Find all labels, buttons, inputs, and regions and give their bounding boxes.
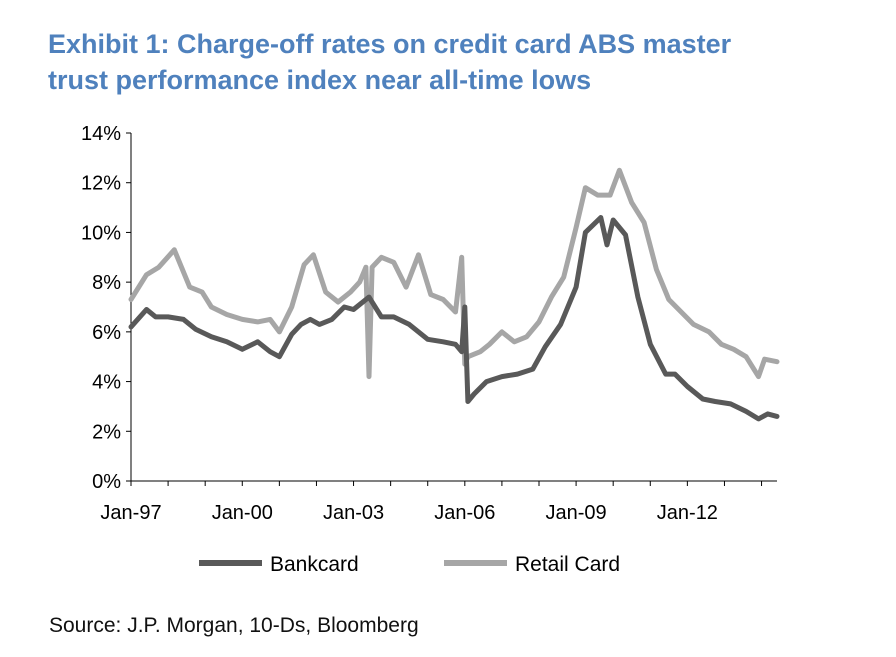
chart-title-line-1: Exhibit 1: Charge-off rates on credit ca… (48, 29, 732, 59)
x-tick-label: Jan-12 (657, 502, 718, 524)
y-tick-label: 12% (81, 173, 121, 195)
line-chart: 0% 2% 4% 6% 8% 10% 12% 14% Jan-97 Jan-00 Jan-03 Jan… (81, 123, 780, 576)
x-tick-label: Jan-06 (434, 502, 495, 524)
y-tick-label: 4% (92, 372, 121, 394)
x-tick-label: Jan-97 (100, 502, 161, 524)
y-tick-label: 8% (92, 272, 121, 294)
source-note: Source: J.P. Morgan, 10-Ds, Bloomberg (49, 614, 419, 637)
chart-title-line-2: trust performance index near all-time lo… (48, 65, 592, 95)
chart-title: Exhibit 1: Charge-off rates on credit ca… (48, 26, 868, 98)
y-tick-label: 0% (92, 471, 121, 493)
y-tick-label: 10% (81, 222, 121, 244)
legend-label-retail-card: Retail Card (515, 553, 620, 576)
y-tick-label: 6% (92, 322, 121, 344)
series-line-bankcard (128, 215, 780, 422)
series-line-retail-card (128, 167, 780, 380)
x-tick-label: Jan-00 (212, 502, 273, 524)
legend-label-bankcard: Bankcard (270, 553, 359, 576)
x-tick-label: Jan-09 (546, 502, 607, 524)
y-tick-label: 2% (92, 421, 121, 443)
x-tick-label: Jan-03 (323, 502, 384, 524)
y-tick-label: 14% (81, 123, 121, 145)
